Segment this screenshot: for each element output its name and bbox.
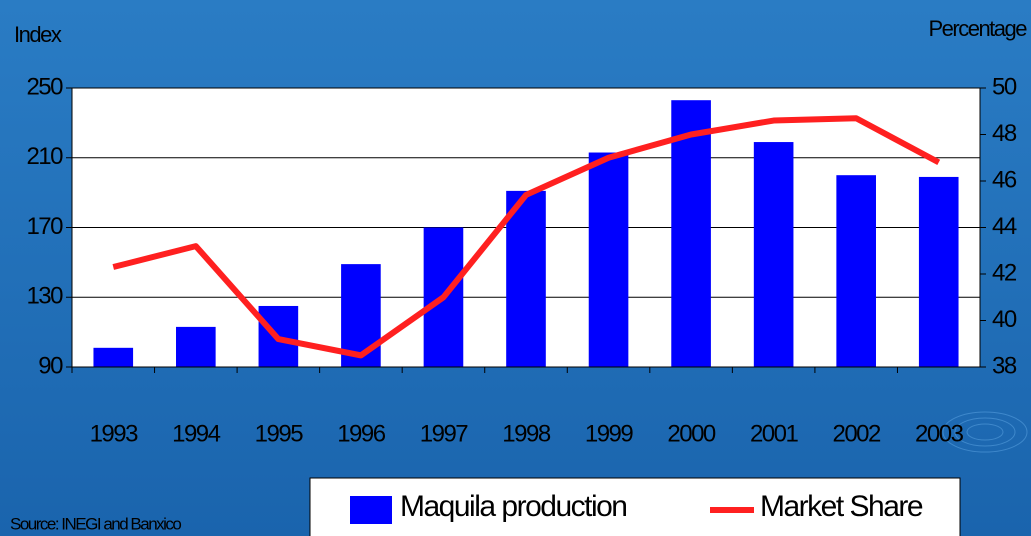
x-tick-label: 1995 [255, 420, 304, 447]
x-tick-label: 1994 [172, 420, 221, 447]
y2-axis-label: Percentage [928, 16, 1027, 41]
y-tick-label: 210 [26, 143, 63, 170]
y2-tick-label: 46 [992, 166, 1017, 193]
bar [506, 190, 546, 367]
legend-label: Maquila production [400, 490, 627, 523]
bar [671, 100, 711, 368]
bar [918, 176, 959, 367]
y2-tick-label: 48 [992, 120, 1017, 147]
bar [176, 326, 216, 367]
x-tick-label: 1997 [420, 420, 469, 447]
x-tick-label: 1998 [502, 420, 551, 447]
y-tick-label: 130 [26, 283, 63, 310]
y-tick-label: 170 [26, 213, 63, 240]
y-tick-label: 250 [26, 73, 63, 100]
line [112, 115, 941, 359]
x-tick-label: 1993 [90, 420, 139, 447]
bar [753, 142, 794, 367]
legend-label: Market Share [760, 490, 923, 523]
x-tick-label: 2003 [915, 420, 964, 447]
x-tick-label: 1996 [337, 420, 386, 447]
legend [309, 477, 961, 536]
y2-tick-label: 38 [992, 352, 1017, 379]
x-tick-label: 2000 [667, 420, 716, 447]
y-tick-label: 90 [38, 352, 63, 379]
x-tick-label: 1999 [585, 420, 634, 447]
y2-tick-label: 50 [992, 73, 1017, 100]
y-axis-label: Index [14, 22, 62, 47]
y2-tick-label: 42 [992, 259, 1017, 286]
x-tick-label: 2001 [750, 420, 799, 447]
bar [588, 152, 629, 367]
bar [836, 175, 876, 367]
bar [93, 347, 134, 367]
source-note: Source: INEGI and Banxico [10, 514, 181, 533]
decoration [942, 411, 1028, 453]
y2-tick-label: 40 [992, 306, 1017, 333]
y2-tick-label: 44 [992, 213, 1017, 240]
x-tick-label: 2002 [832, 420, 881, 447]
legend-swatch [350, 496, 392, 524]
